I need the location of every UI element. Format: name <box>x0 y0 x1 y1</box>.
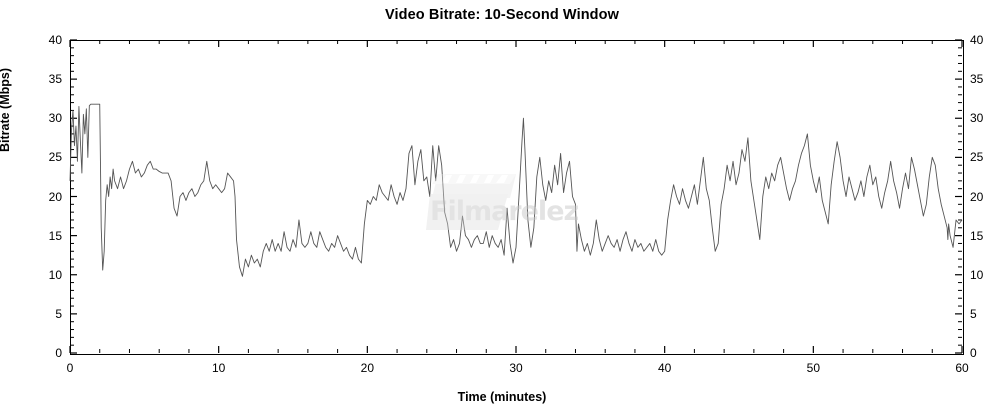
y-tick-label-right: 0 <box>970 346 977 360</box>
plot-canvas <box>69 39 963 354</box>
y-tick-label: 20 <box>48 189 62 204</box>
y-tick-label: 40 <box>48 33 62 47</box>
y-tick-label: 10 <box>48 267 62 282</box>
y-tick-label-right: 40 <box>970 33 984 47</box>
x-tick-label: 60 <box>955 361 969 375</box>
chart-title: Video Bitrate: 10-Second Window <box>385 7 619 23</box>
x-tick-label: 50 <box>806 361 820 375</box>
y-tick-label-right: 5 <box>970 306 977 321</box>
y-tick-label-right: 30 <box>970 111 984 126</box>
y-tick-label: 15 <box>48 228 62 243</box>
y-axis-label: Bitrate (Mbps) <box>0 67 12 153</box>
y-tick-label: 30 <box>48 111 62 126</box>
x-tick-label: 20 <box>360 361 374 375</box>
x-axis-label: Time (minutes) <box>457 390 547 404</box>
y-tick-label-right: 20 <box>970 189 984 204</box>
plot-area-frame <box>70 40 964 355</box>
y-tick-label-right: 35 <box>970 72 984 87</box>
y-tick-label-right: 10 <box>970 267 984 282</box>
y-tick-label-right: 25 <box>970 150 984 165</box>
x-tick-label: 0 <box>66 361 74 375</box>
y-tick-label: 35 <box>48 72 62 87</box>
y-tick-label: 5 <box>55 306 62 321</box>
y-tick-label: 0 <box>55 346 62 360</box>
axis-ticks <box>69 39 963 354</box>
x-tick-label: 40 <box>657 361 672 375</box>
x-tick-label: 10 <box>211 361 226 375</box>
y-tick-label-right: 15 <box>970 228 984 243</box>
x-tick-label: 30 <box>509 361 523 375</box>
series-line-video-bitrate <box>70 104 962 276</box>
y-tick-label: 25 <box>48 150 62 165</box>
